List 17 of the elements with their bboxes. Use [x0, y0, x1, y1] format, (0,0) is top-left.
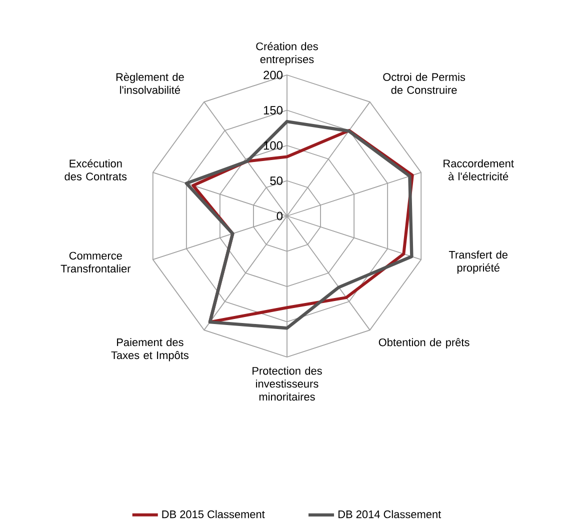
- spoke-label: Transfert de propriété: [448, 250, 508, 274]
- spoke-label: Création des entreprises: [256, 42, 318, 66]
- spoke-label: Excécution des Contrats: [64, 159, 127, 180]
- y-tick-label: 50: [270, 176, 283, 185]
- y-tick-label: 200: [264, 70, 283, 80]
- spoke-label: Octroi de Permis de Construire: [383, 72, 466, 94]
- y-tick-label: 0: [276, 212, 283, 220]
- spoke-label: Règlement de l'insolvabilité: [116, 72, 184, 94]
- y-tick-label: 150: [264, 106, 283, 114]
- legend-label: DB 2014 Classement: [338, 510, 442, 518]
- spoke-label: Raccordement à l'électricité: [444, 159, 514, 180]
- spoke-label: Protection des investisseurs minoritaires: [252, 366, 322, 401]
- spoke-label: Commerce Transfrontalier: [60, 252, 131, 273]
- legend-label: DB 2015 Classement: [162, 510, 265, 518]
- spoke-label: Obtention de prêts: [378, 338, 470, 348]
- y-tick-label: 100: [264, 141, 283, 150]
- spoke-label: Paiement des Taxes et Impôts: [111, 338, 189, 362]
